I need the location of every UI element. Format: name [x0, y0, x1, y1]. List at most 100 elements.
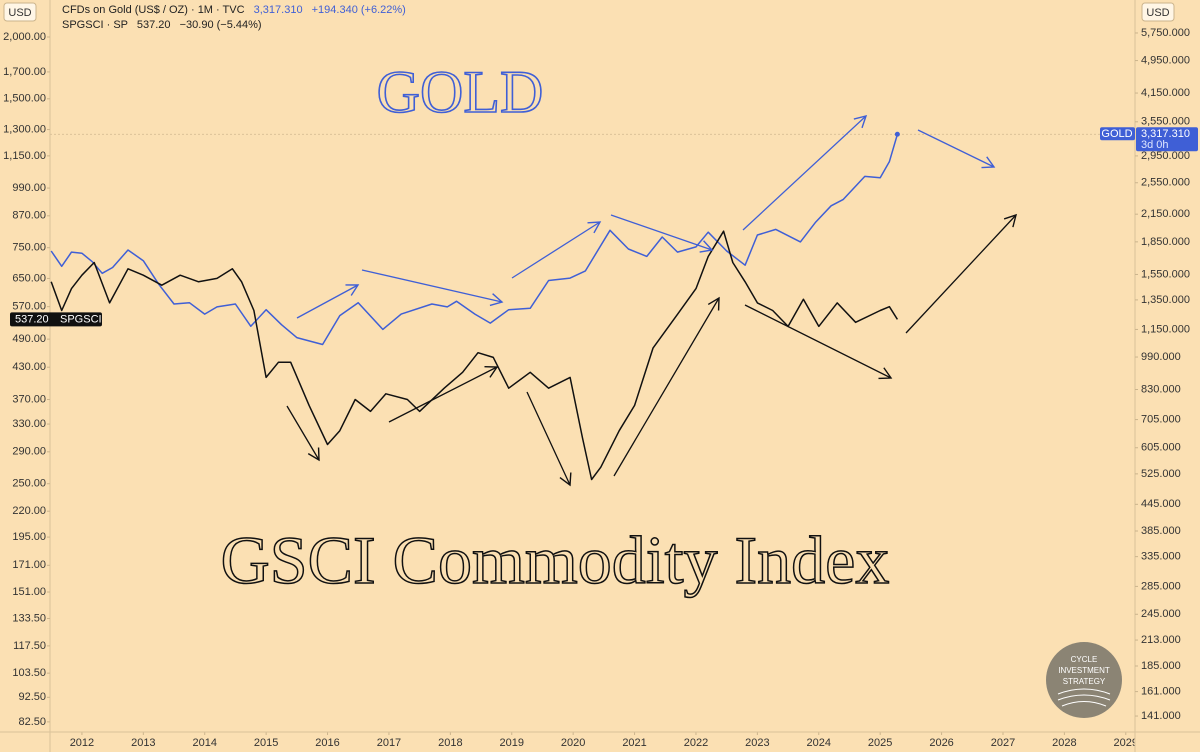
y2-tick-label: 1,150.000	[1141, 323, 1190, 335]
y-tick-label: 92.50	[18, 691, 46, 703]
right-axis-panel	[1135, 0, 1200, 752]
arrow	[917, 129, 996, 169]
last-point	[894, 131, 900, 137]
y2-tick-label: 605.000	[1141, 442, 1181, 454]
y2-tick-label: 185.000	[1141, 660, 1181, 672]
y-tick-label: 1,300.00	[3, 123, 46, 135]
y-tick-label: 290.00	[12, 446, 46, 458]
y2-tick-label: 335.000	[1141, 551, 1181, 563]
legend-row: CFDs on Gold (US$ / OZ) · 1M · TVC 3,317…	[62, 4, 406, 16]
y-tick-label: 490.00	[12, 333, 46, 345]
logo-text: STRATEGY	[1063, 677, 1106, 686]
x-tick-label: 2027	[991, 737, 1015, 749]
price-tag-symbol: GOLD	[1101, 128, 1132, 140]
price-tag	[10, 312, 102, 327]
x-tick-label: 2026	[929, 737, 953, 749]
arrow	[388, 365, 499, 423]
y-tick-label: 151.00	[12, 586, 46, 598]
legend: CFDs on Gold (US$ / OZ) · 1M · TVC 3,317…	[62, 4, 406, 31]
y2-tick-label: 525.000	[1141, 468, 1181, 480]
price-tag-symbol-box	[1100, 127, 1135, 141]
price-tag-value: 537.20	[15, 313, 49, 325]
y-tick-label: 103.50	[12, 667, 46, 679]
x-tick-label: 2025	[868, 737, 892, 749]
y2-tick-label: 2,150.000	[1141, 208, 1190, 220]
x-tick-label: 2022	[684, 737, 708, 749]
logo: CYCLE INVESTMENT STRATEGY	[1046, 642, 1122, 718]
gsci-annotation: GSCI Commodity Index	[221, 522, 890, 598]
x-tick-label: 2012	[70, 737, 94, 749]
y2-tick-label: 4,950.000	[1141, 54, 1190, 66]
price-tag-symbol: SPGSCI	[60, 313, 102, 325]
y2-tick-label: 1,850.000	[1141, 236, 1190, 248]
x-tick-label: 2021	[622, 737, 646, 749]
y-tick-label: 1,700.00	[3, 66, 46, 78]
x-tick-label: 2018	[438, 737, 462, 749]
x-tick-label: 2017	[377, 737, 401, 749]
y2-tick-label: 385.000	[1141, 525, 1181, 537]
legend-value: 537.20	[137, 19, 171, 31]
y2-tick-label: 830.000	[1141, 383, 1181, 395]
y-tick-label: 2,000.00	[3, 31, 46, 43]
y2-tick-label: 4,150.000	[1141, 87, 1190, 99]
y-tick-label: 195.00	[12, 531, 46, 543]
y2-unit: USD	[1146, 7, 1169, 19]
y2-tick-label: 285.000	[1141, 580, 1181, 592]
y-tick-label: 171.00	[12, 559, 46, 571]
x-tick-label: 2024	[807, 737, 831, 749]
unit-box[interactable]	[1141, 2, 1175, 22]
y-tick-label: 133.50	[12, 612, 46, 624]
y2-tick-label: 705.000	[1141, 413, 1181, 425]
y2-tick-label: 5,750.000	[1141, 27, 1190, 39]
y-tick-label: 750.00	[12, 242, 46, 254]
y2-tick-label: 213.000	[1141, 634, 1181, 646]
unit-box[interactable]	[3, 2, 37, 22]
y2-tick-label: 1,350.000	[1141, 294, 1190, 306]
plot-area: 2012 2013 2014 2015 2016 2017 2018 2019 2020 2021…	[50, 131, 1138, 749]
y-tick-label: 1,500.00	[3, 93, 46, 105]
x-tick-label: 2013	[131, 737, 155, 749]
y2-tick-label: 445.000	[1141, 498, 1181, 510]
annotation-arrows	[286, 115, 1017, 487]
gold-annotation: GOLD	[377, 59, 544, 125]
arrow	[296, 284, 360, 319]
x-tick-label: 2023	[745, 737, 769, 749]
x-tick-label: 2028	[1052, 737, 1076, 749]
y-tick-label: 430.00	[12, 361, 46, 373]
y2-tick-label: 990.000	[1141, 351, 1181, 363]
y-tick-label: 570.00	[12, 301, 46, 313]
y2-tick-label: 3,550.000	[1141, 116, 1190, 128]
y2-tick-label: 2,550.000	[1141, 177, 1190, 189]
x-tick-label: 2029	[1114, 737, 1138, 749]
y2-tick-label: 245.000	[1141, 608, 1181, 620]
legend-row: SPGSCI · SP 537.20 −30.90 (−5.44%)	[62, 19, 262, 31]
price-tag-value: 3,317.310	[1141, 128, 1190, 140]
legend-change: −30.90 (−5.44%)	[180, 19, 262, 31]
arrow	[610, 214, 714, 253]
y2-tick-label: 141.000	[1141, 710, 1181, 722]
y2-tick-label: 1,550.000	[1141, 268, 1190, 280]
logo-circle	[1046, 642, 1122, 718]
logo-waves	[1057, 688, 1111, 707]
legend-name: CFDs on Gold (US$ / OZ) · 1M · TVC	[62, 4, 245, 16]
x-tick-label: 2019	[500, 737, 524, 749]
arrow	[613, 296, 720, 477]
arrow	[526, 391, 572, 487]
series-line	[50, 134, 899, 346]
x-tick-label: 2016	[315, 737, 339, 749]
arrow	[742, 115, 868, 231]
price-tag-countdown: 3d 0h	[1141, 139, 1169, 151]
y-tick-label: 870.00	[12, 210, 46, 222]
logo-text: INVESTMENT	[1058, 666, 1110, 675]
y-tick-label: 330.00	[12, 418, 46, 430]
x-tick-label: 2020	[561, 737, 585, 749]
arrow	[905, 213, 1017, 334]
y2-tick-label: 161.000	[1141, 686, 1181, 698]
x-tick-label: 2014	[192, 737, 216, 749]
legend-name: SPGSCI · SP	[62, 19, 128, 31]
x-tick-label: 2015	[254, 737, 278, 749]
left-axis-panel	[0, 0, 50, 732]
